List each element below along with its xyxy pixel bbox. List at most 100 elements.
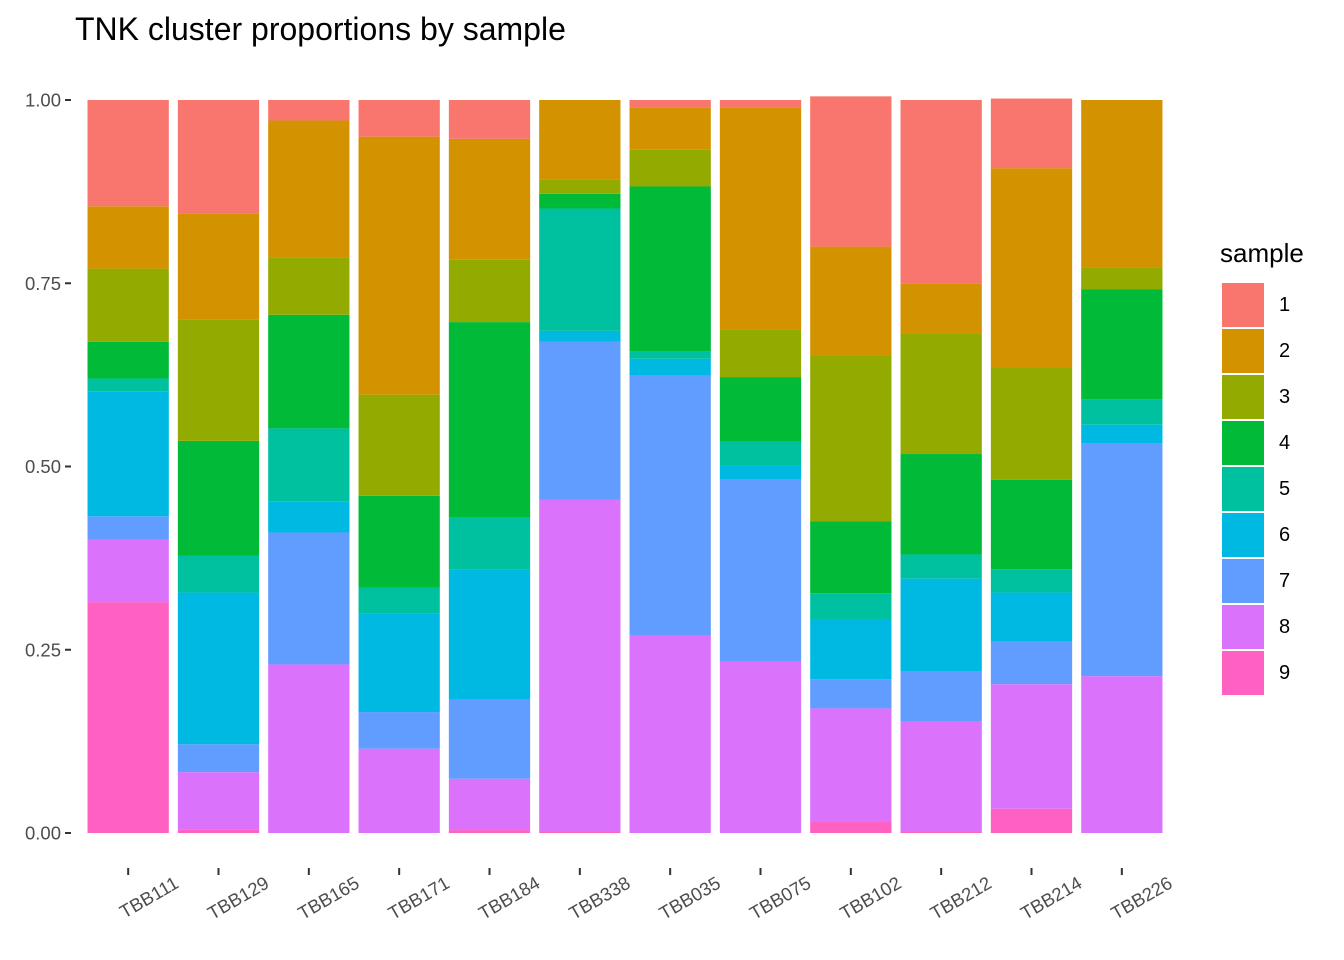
y-tick-label: 0.25 — [25, 639, 61, 660]
bar-segment-TBB214-cluster-6 — [990, 592, 1073, 642]
x-tick-label: TBB184 — [475, 872, 543, 924]
bar-segment-TBB212-cluster-3 — [900, 333, 982, 455]
x-tick-label: TBB102 — [836, 872, 904, 924]
bar-segment-TBB338-cluster-5 — [539, 208, 621, 331]
bar-segment-TBB129-cluster-6 — [177, 592, 260, 745]
x-tick-label: TBB212 — [927, 872, 995, 924]
bar-segment-TBB184-cluster-7 — [448, 699, 531, 779]
legend-key-8 — [1222, 605, 1264, 649]
x-tick-label: TBB075 — [746, 872, 814, 924]
legend-label-5: 5 — [1279, 478, 1290, 500]
bar-segment-TBB226-cluster-8 — [1081, 676, 1163, 833]
bar-segment-TBB212-cluster-1 — [900, 100, 982, 284]
bar-segment-TBB165-cluster-2 — [268, 120, 350, 258]
y-tick-label: 0.50 — [25, 456, 61, 477]
bar-segment-TBB171-cluster-8 — [358, 748, 440, 833]
x-tick-label: TBB035 — [656, 872, 724, 924]
x-tick-label: TBB171 — [385, 872, 453, 924]
bar-segment-TBB338-cluster-4 — [539, 193, 621, 209]
legend-label-6: 6 — [1279, 524, 1290, 546]
bar-segment-TBB035-cluster-1 — [629, 100, 711, 108]
bar-segment-TBB338-cluster-6 — [539, 330, 621, 342]
bar-segment-TBB212-cluster-6 — [900, 578, 982, 672]
x-tick-label: TBB111 — [116, 872, 182, 922]
x-tick-label: TBB214 — [1017, 872, 1085, 924]
bar-segment-TBB129-cluster-8 — [177, 772, 260, 830]
bar-segment-TBB171-cluster-4 — [358, 495, 440, 588]
legend-key-5 — [1222, 467, 1264, 511]
bar-segment-TBB129-cluster-2 — [177, 213, 260, 320]
bar-segment-TBB102-cluster-7 — [810, 679, 892, 709]
y-axis: 0.00 0.25 0.50 0.75 1.00 — [25, 90, 71, 844]
legend-key-1 — [1222, 283, 1264, 327]
bar-segment-TBB212-cluster-9 — [900, 831, 982, 833]
bar-segment-TBB165-cluster-1 — [268, 100, 350, 121]
x-tick-label: TBB129 — [204, 872, 272, 924]
legend-key-4 — [1222, 421, 1264, 465]
bar-segment-TBB214-cluster-4 — [990, 479, 1073, 570]
bar-segment-TBB075-cluster-5 — [719, 441, 802, 466]
y-tick-label: 1.00 — [25, 90, 61, 111]
legend-key-9 — [1222, 651, 1264, 695]
bar-segment-TBB165-cluster-5 — [268, 428, 350, 502]
bar-segment-TBB129-cluster-5 — [177, 555, 260, 593]
bar-segment-TBB075-cluster-6 — [719, 465, 802, 480]
bar-segment-TBB075-cluster-3 — [719, 329, 802, 378]
legend-label-7: 7 — [1279, 570, 1290, 592]
bar-segment-TBB184-cluster-6 — [448, 569, 531, 700]
bar-segment-TBB165-cluster-3 — [268, 257, 350, 315]
bar-segment-TBB184-cluster-5 — [448, 517, 531, 570]
chart-title: TNK cluster proportions by sample — [75, 11, 566, 47]
bar-segment-TBB171-cluster-5 — [358, 587, 440, 614]
bar-segment-TBB165-cluster-6 — [268, 501, 350, 533]
legend-key-3 — [1222, 375, 1264, 419]
bar-segment-TBB102-cluster-6 — [810, 618, 892, 680]
bar-segment-TBB171-cluster-6 — [358, 613, 440, 713]
bar-segment-TBB212-cluster-7 — [900, 671, 982, 722]
bar-segment-TBB184-cluster-9 — [448, 830, 531, 833]
legend-key-6 — [1222, 513, 1264, 557]
bar-segment-TBB075-cluster-1 — [719, 100, 802, 108]
bar-segment-TBB226-cluster-4 — [1081, 289, 1163, 400]
bar-segment-TBB212-cluster-8 — [900, 721, 982, 832]
bar-segment-TBB129-cluster-1 — [177, 100, 260, 214]
bar-segment-TBB075-cluster-2 — [719, 107, 802, 330]
bar-segment-TBB214-cluster-5 — [990, 569, 1073, 593]
legend-label-8: 8 — [1279, 616, 1290, 638]
bar-segment-TBB035-cluster-5 — [629, 351, 711, 359]
bar-segment-TBB111-cluster-5 — [87, 378, 169, 392]
bar-segment-TBB102-cluster-3 — [810, 355, 892, 522]
bar-segment-TBB226-cluster-3 — [1081, 267, 1163, 290]
bar-segment-TBB184-cluster-8 — [448, 778, 531, 831]
bar-segment-TBB212-cluster-5 — [900, 554, 982, 579]
bar-segment-TBB165-cluster-4 — [268, 314, 350, 429]
bar-segment-TBB075-cluster-7 — [719, 479, 802, 662]
bar-segment-TBB035-cluster-2 — [629, 107, 711, 150]
bar-segment-TBB184-cluster-2 — [448, 138, 531, 260]
y-tick-label: 0.75 — [25, 273, 61, 294]
bar-segment-TBB184-cluster-1 — [448, 100, 531, 139]
x-tick-label: TBB165 — [294, 872, 362, 924]
bar-segment-TBB129-cluster-3 — [177, 319, 260, 441]
bar-segment-TBB214-cluster-8 — [990, 684, 1073, 809]
bar-segment-TBB338-cluster-9 — [539, 831, 621, 833]
bar-segment-TBB102-cluster-9 — [810, 822, 892, 833]
legend-key-7 — [1222, 559, 1264, 603]
legend-key-2 — [1222, 329, 1264, 373]
bar-segment-TBB165-cluster-7 — [268, 532, 350, 665]
bar-segment-TBB102-cluster-5 — [810, 593, 892, 619]
bar-segment-TBB184-cluster-4 — [448, 322, 531, 518]
bar-segment-TBB111-cluster-1 — [87, 100, 169, 207]
bar-segment-TBB035-cluster-7 — [629, 375, 711, 636]
bar-segment-TBB212-cluster-4 — [900, 454, 982, 555]
bar-segment-TBB102-cluster-2 — [810, 246, 892, 356]
bar-segment-TBB035-cluster-4 — [629, 186, 711, 352]
bar-segment-TBB212-cluster-2 — [900, 283, 982, 334]
bar-segment-TBB111-cluster-4 — [87, 341, 169, 379]
bar-segment-TBB129-cluster-4 — [177, 440, 260, 556]
bar-segment-TBB102-cluster-1 — [810, 96, 892, 247]
bar-segment-TBB129-cluster-9 — [177, 829, 260, 833]
bar-segment-TBB338-cluster-3 — [539, 179, 621, 194]
